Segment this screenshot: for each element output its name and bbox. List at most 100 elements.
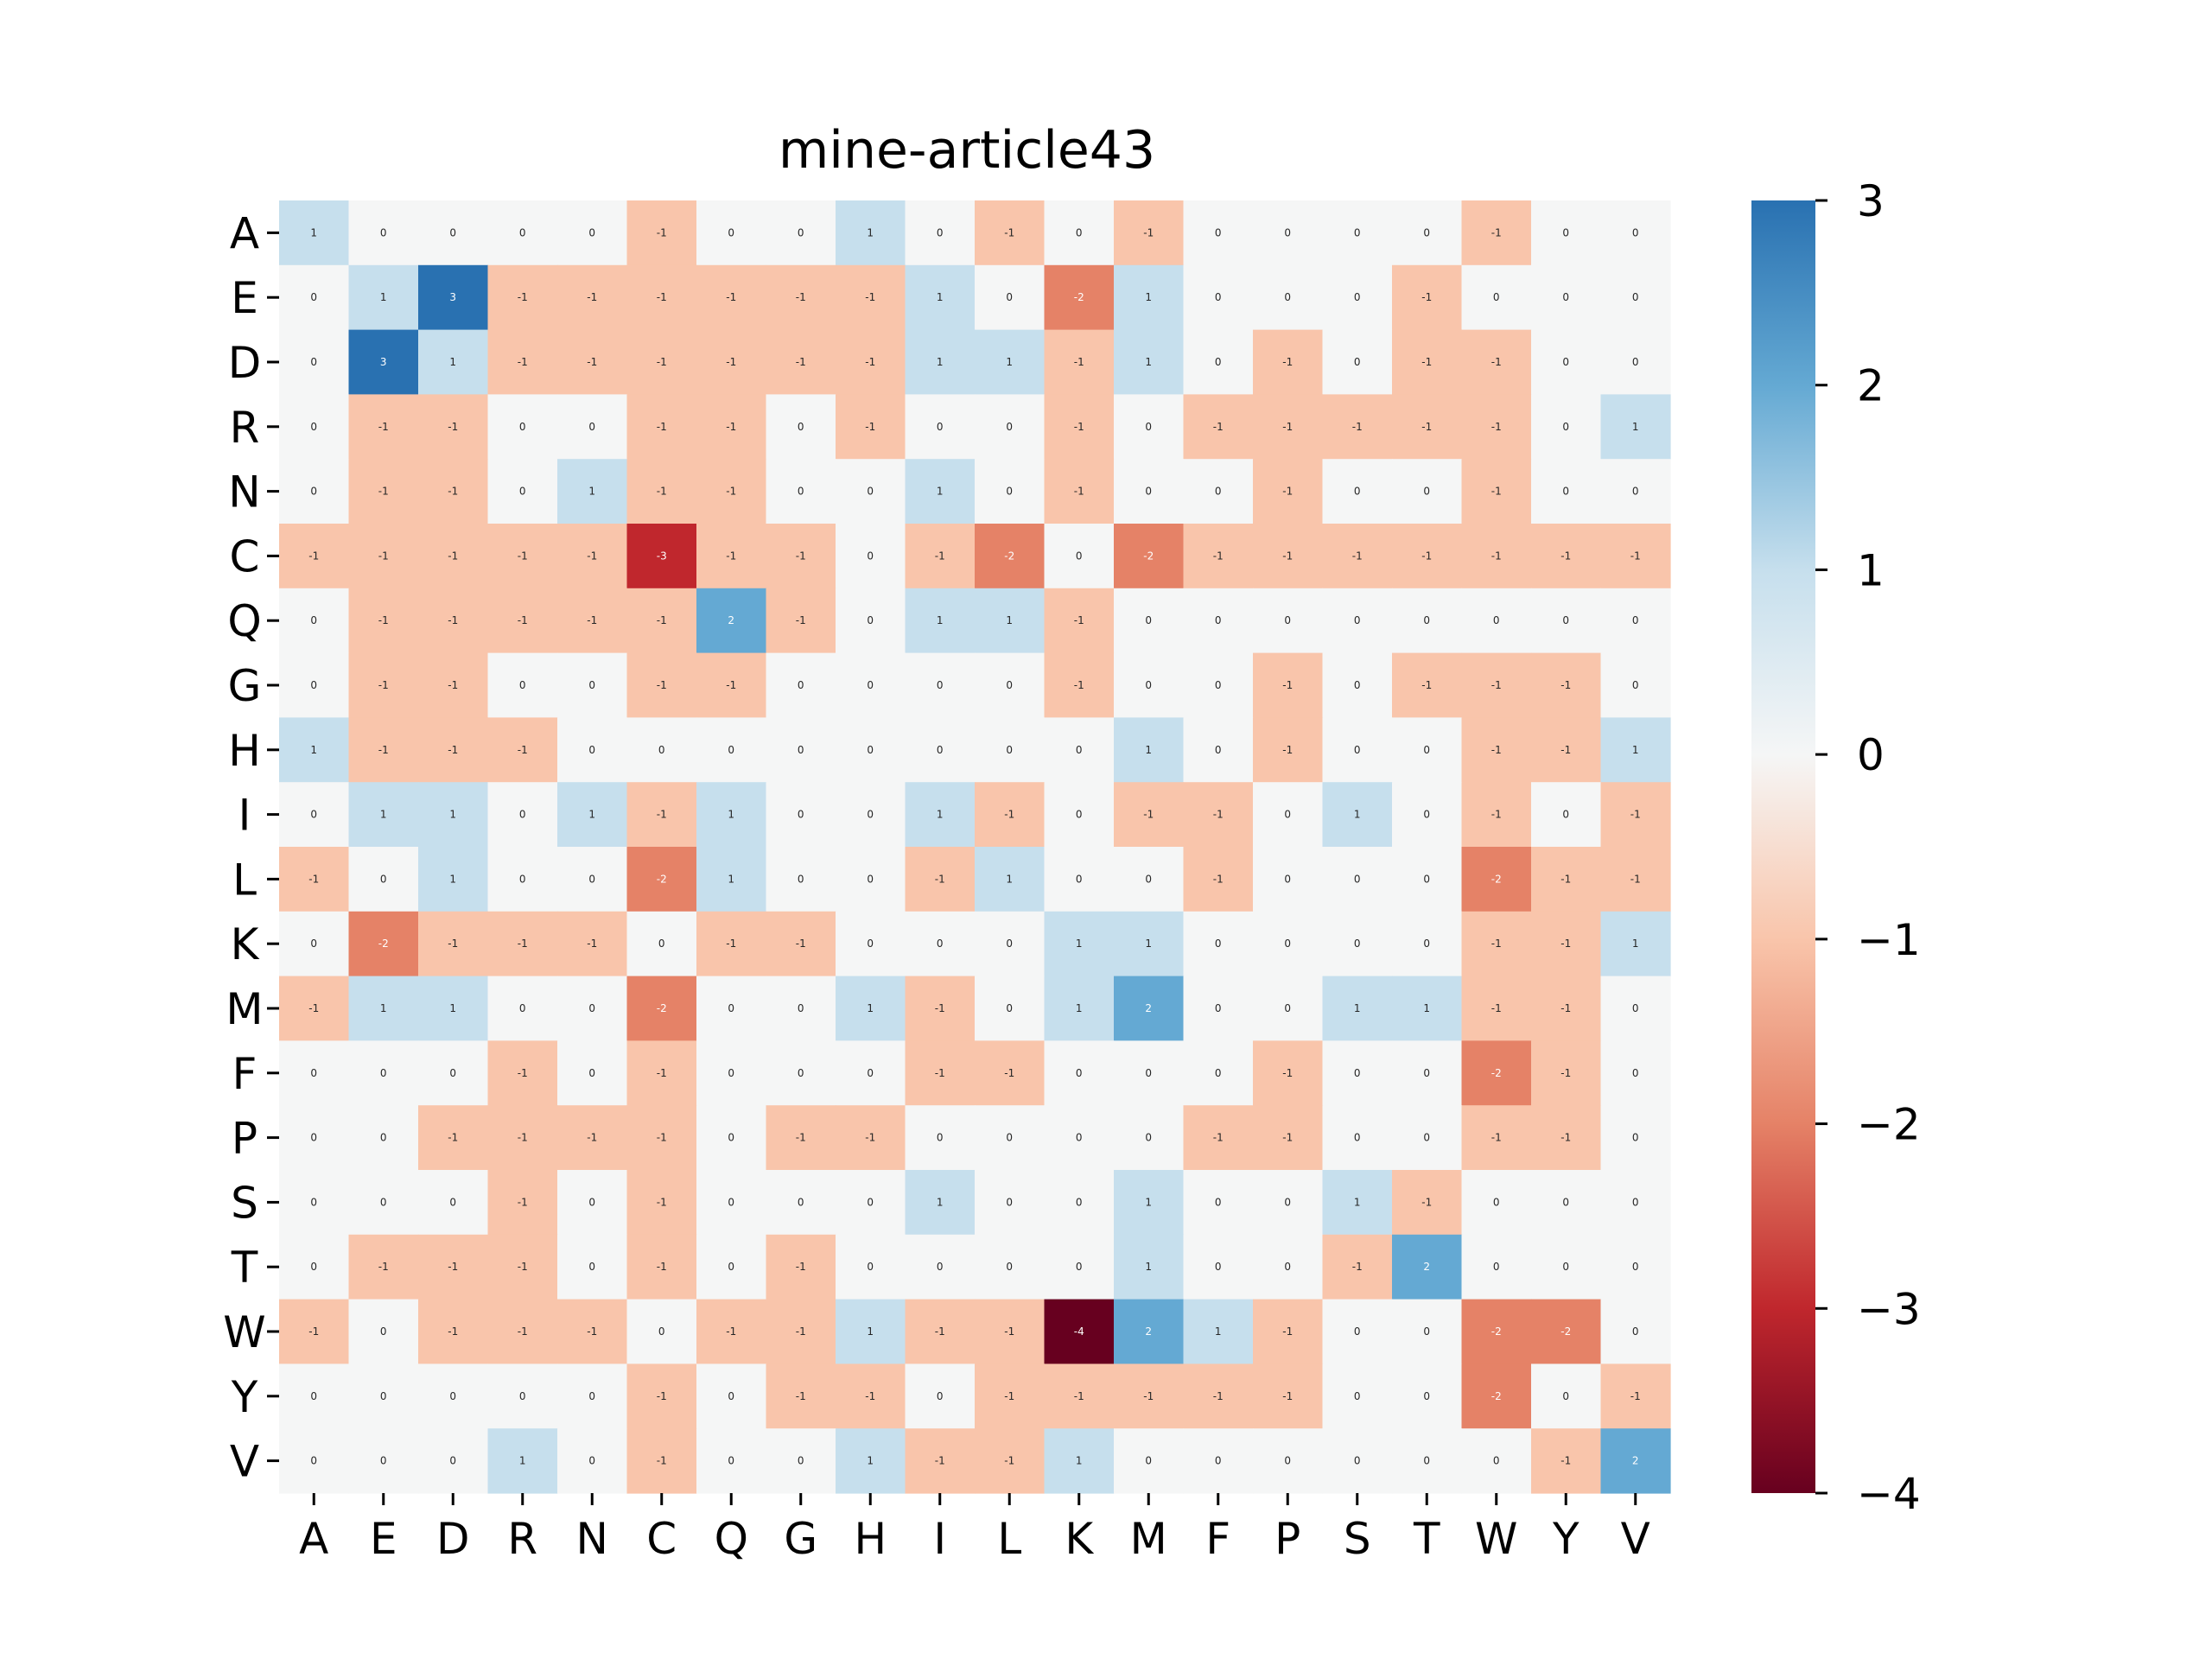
heatmap-cell [418,911,489,977]
heatmap-cell [1044,394,1115,460]
cell-value-label: -1 [657,679,667,691]
cell-value-label: 0 [1145,1067,1152,1079]
cell-value-label: 0 [1632,679,1639,691]
heatmap-cell [696,976,767,1041]
cell-value-label: -1 [657,291,667,303]
heatmap-cell [279,524,350,589]
cell-value-label: -1 [657,1132,667,1144]
cell-value-label: 0 [1423,873,1430,885]
cell-value-label: -1 [1143,809,1154,821]
cell-value-label: -1 [308,873,319,885]
heatmap-cell [487,911,558,977]
cell-value-label: -1 [1560,550,1571,562]
cell-value-label: 0 [1632,1261,1639,1273]
cell-value-label: -1 [1282,679,1293,691]
heatmap-cell [696,588,767,654]
heatmap-cell [1114,847,1185,912]
heatmap-cell [1600,459,1671,524]
cell-value-label: -1 [308,550,319,562]
heatmap-cell [1183,652,1254,718]
heatmap-cell [1461,911,1532,977]
cell-value-label: 1 [1215,1325,1222,1338]
cell-value-label: -1 [1143,1390,1154,1402]
cell-value-label: 2 [1145,1002,1152,1014]
cell-value-label: -1 [1282,1390,1293,1402]
y-tick-label: L [232,855,257,905]
cell-value-label: 1 [728,809,734,821]
cell-value-label: 1 [937,291,944,303]
heatmap-cell [279,1105,350,1171]
x-tick-label: R [507,1514,537,1564]
x-tick-label: H [854,1514,887,1564]
cell-value-label: 0 [380,1390,387,1402]
cell-value-label: -1 [378,614,389,626]
cell-value-label: -1 [1004,1455,1014,1467]
cell-value-label: 1 [1006,873,1013,885]
heatmap-cell [1392,588,1463,654]
cell-value-label: 0 [1632,356,1639,368]
heatmap-cell [1044,264,1115,331]
heatmap-cell [487,1363,558,1429]
heatmap-cell [836,1363,906,1429]
cell-value-label: -1 [1491,356,1502,368]
heatmap-cell [1600,588,1671,654]
heatmap-cell [1531,524,1602,589]
cell-value-label: 1 [1632,421,1639,433]
cell-value-label: -1 [1560,679,1571,691]
heatmap-cell [1114,200,1185,266]
cell-value-label: -1 [726,356,736,368]
heatmap-cell [1531,264,1602,331]
cell-value-label: -1 [1143,226,1154,238]
heatmap-cell [1531,329,1602,395]
cell-value-label: -1 [657,614,667,626]
heatmap-cell [1183,524,1254,589]
heatmap-cell [1392,264,1463,331]
cell-value-label: 0 [1006,1261,1013,1273]
cell-value-label: -1 [1421,356,1432,368]
cell-value-label: -2 [1491,1325,1502,1338]
cell-value-label: 0 [310,938,317,950]
cell-value-label: 0 [658,938,665,950]
y-tick-label: W [223,1307,265,1357]
heatmap-cell [1531,717,1602,783]
heatmap-cell [766,717,836,783]
cell-value-label: 0 [1423,486,1430,498]
cell-value-label: 0 [1076,1132,1083,1144]
cell-value-label: 0 [1354,486,1361,498]
cell-value-label: 0 [867,614,874,626]
heatmap-cell [279,1428,350,1494]
heatmap-cell [766,329,836,395]
cell-value-label: -1 [796,550,806,562]
cell-value-label: 0 [1423,1390,1430,1402]
cell-value-label: -1 [1421,550,1432,562]
cell-value-label: 1 [1354,1196,1361,1208]
x-tick-label: S [1344,1514,1371,1564]
heatmap-cell [626,1363,697,1429]
heatmap-cell [1183,1040,1254,1106]
cell-value-label: -1 [726,938,736,950]
cell-value-label: 2 [728,614,734,626]
cell-value-label: -1 [587,938,597,950]
y-tick-label: I [238,791,251,841]
colorbar-tick-label: −4 [1857,1469,1921,1519]
cell-value-label: -1 [657,1455,667,1467]
cell-value-label: -1 [1074,614,1084,626]
heatmap-cell [1183,847,1254,912]
heatmap-cell [557,1428,628,1494]
cell-value-label: 1 [449,809,456,821]
cell-value-label: -1 [378,550,389,562]
heatmap-cell [766,394,836,460]
cell-value-label: 0 [1562,356,1569,368]
heatmap-cell [1322,329,1393,395]
heatmap-cell [557,264,628,331]
cell-value-label: 0 [1562,1196,1569,1208]
cell-value-label: 0 [1284,1455,1291,1467]
cell-value-label: -1 [448,938,458,950]
cell-value-label: 0 [1215,486,1222,498]
heatmap-cell [1183,459,1254,524]
cell-value-label: -1 [378,744,389,756]
heatmap-cell [1253,524,1324,589]
heatmap-cell [836,847,906,912]
x-tick-label: I [933,1514,946,1564]
heatmap-cell [279,1170,350,1236]
